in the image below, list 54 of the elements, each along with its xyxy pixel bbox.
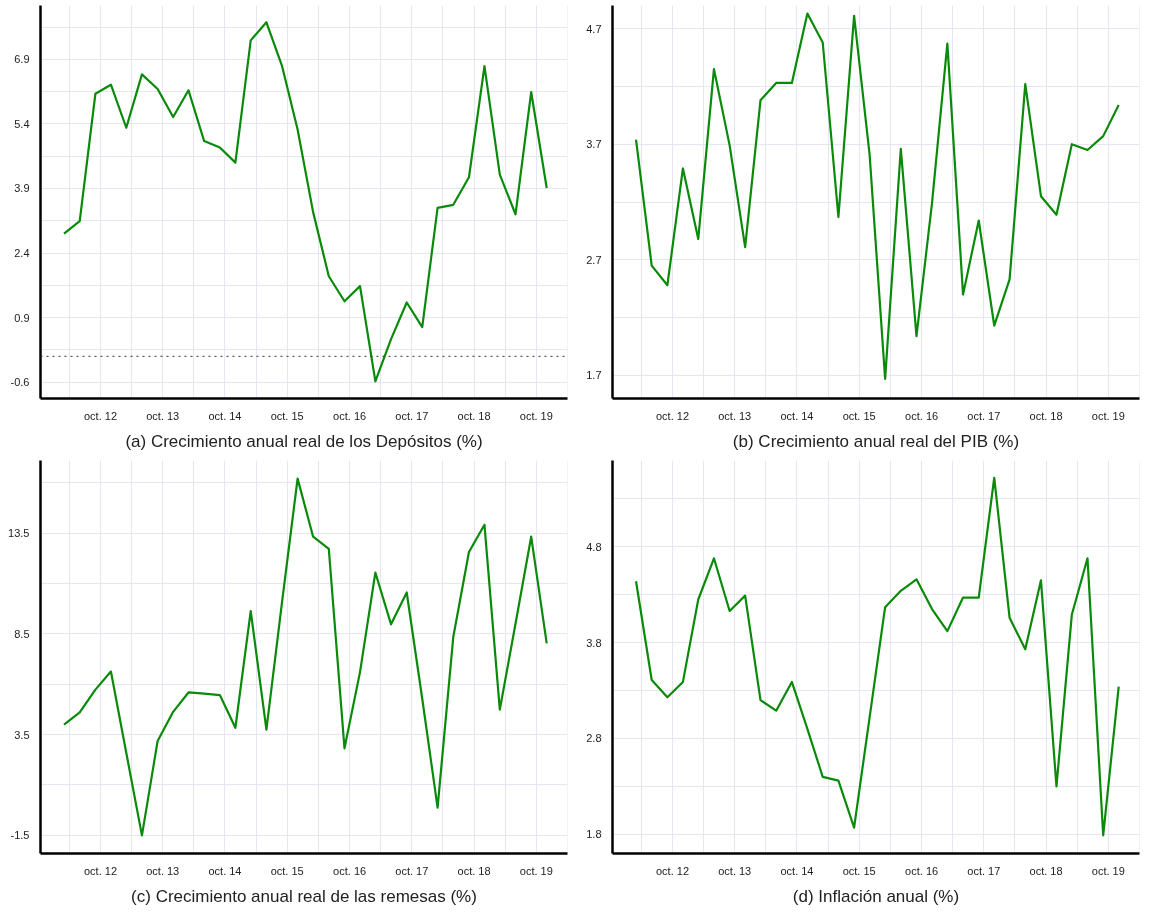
x-tick-label: oct. 13 (146, 409, 180, 422)
x-tick-label: oct. 18 (1029, 864, 1063, 877)
x-tick-label: oct. 15 (270, 409, 304, 422)
x-tick-label: oct. 18 (457, 864, 491, 877)
y-tick-label: 6.9 (14, 53, 30, 66)
x-tick-label: oct. 14 (780, 864, 814, 877)
y-tick-label: -0.6 (10, 376, 30, 389)
x-tick-label: oct. 17 (967, 864, 1001, 877)
text: (a) Crecimiento anual real de los Depósitos (%) (125, 431, 483, 451)
y-tick-label: 2.4 (14, 247, 30, 260)
y-tick-label: 4.8 (586, 540, 602, 553)
x-tick-label: oct. 18 (457, 409, 491, 422)
x-tick-label: oct. 19 (519, 409, 553, 422)
y-tick-label: 3.9 (14, 182, 30, 195)
x-tick-label: oct. 16 (905, 409, 939, 422)
y-tick-label: 3.8 (586, 636, 602, 649)
y-tick-label: 1.8 (586, 828, 602, 841)
x-tick-label: oct. 16 (333, 409, 367, 422)
y-tick-label: 0.9 (14, 311, 30, 324)
y-tick-label: 3.5 (14, 728, 30, 741)
x-tick-label: oct. 14 (208, 864, 242, 877)
x-tick-label: oct. 17 (395, 409, 429, 422)
x-tick-label: oct. 12 (84, 409, 118, 422)
x-tick-label: oct. 13 (718, 864, 752, 877)
x-tick-label: oct. 14 (208, 409, 242, 422)
y-tick-label: 5.4 (14, 117, 30, 130)
x-tick-label: oct. 16 (905, 864, 939, 877)
text: (c) Crecimiento anual real de las remesas (%) (131, 886, 477, 906)
text: (d) Inflación anual (%) (792, 886, 960, 906)
x-tick-label: oct. 18 (1029, 409, 1063, 422)
x-tick-label: oct. 19 (519, 864, 553, 877)
x-tick-label: oct. 19 (1091, 409, 1125, 422)
x-tick-label: oct. 15 (270, 864, 304, 877)
y-tick-label: 2.8 (586, 732, 602, 745)
x-tick-label: oct. 13 (146, 864, 180, 877)
x-tick-label: oct. 17 (967, 409, 1001, 422)
x-tick-label: oct. 17 (395, 864, 429, 877)
x-tick-label: oct. 12 (84, 864, 118, 877)
x-tick-label: oct. 12 (656, 864, 690, 877)
x-tick-label: oct. 14 (780, 409, 814, 422)
x-tick-label: oct. 15 (842, 409, 876, 422)
y-tick-label: 8.5 (14, 627, 30, 640)
y-tick-label: 1.7 (586, 369, 602, 382)
x-tick-label: oct. 13 (718, 409, 752, 422)
text: (b) Crecimiento anual real del PIB (%) (732, 431, 1020, 451)
y-tick-label: -1.5 (10, 829, 30, 842)
y-tick-label: 3.7 (586, 138, 602, 151)
x-tick-label: oct. 16 (333, 864, 367, 877)
y-tick-label: 2.7 (586, 253, 602, 266)
x-tick-label: oct. 15 (842, 864, 876, 877)
y-tick-label: 4.7 (586, 22, 602, 35)
x-tick-label: oct. 19 (1091, 864, 1125, 877)
x-tick-label: oct. 12 (656, 409, 690, 422)
y-tick-label: 13.5 (8, 527, 30, 540)
